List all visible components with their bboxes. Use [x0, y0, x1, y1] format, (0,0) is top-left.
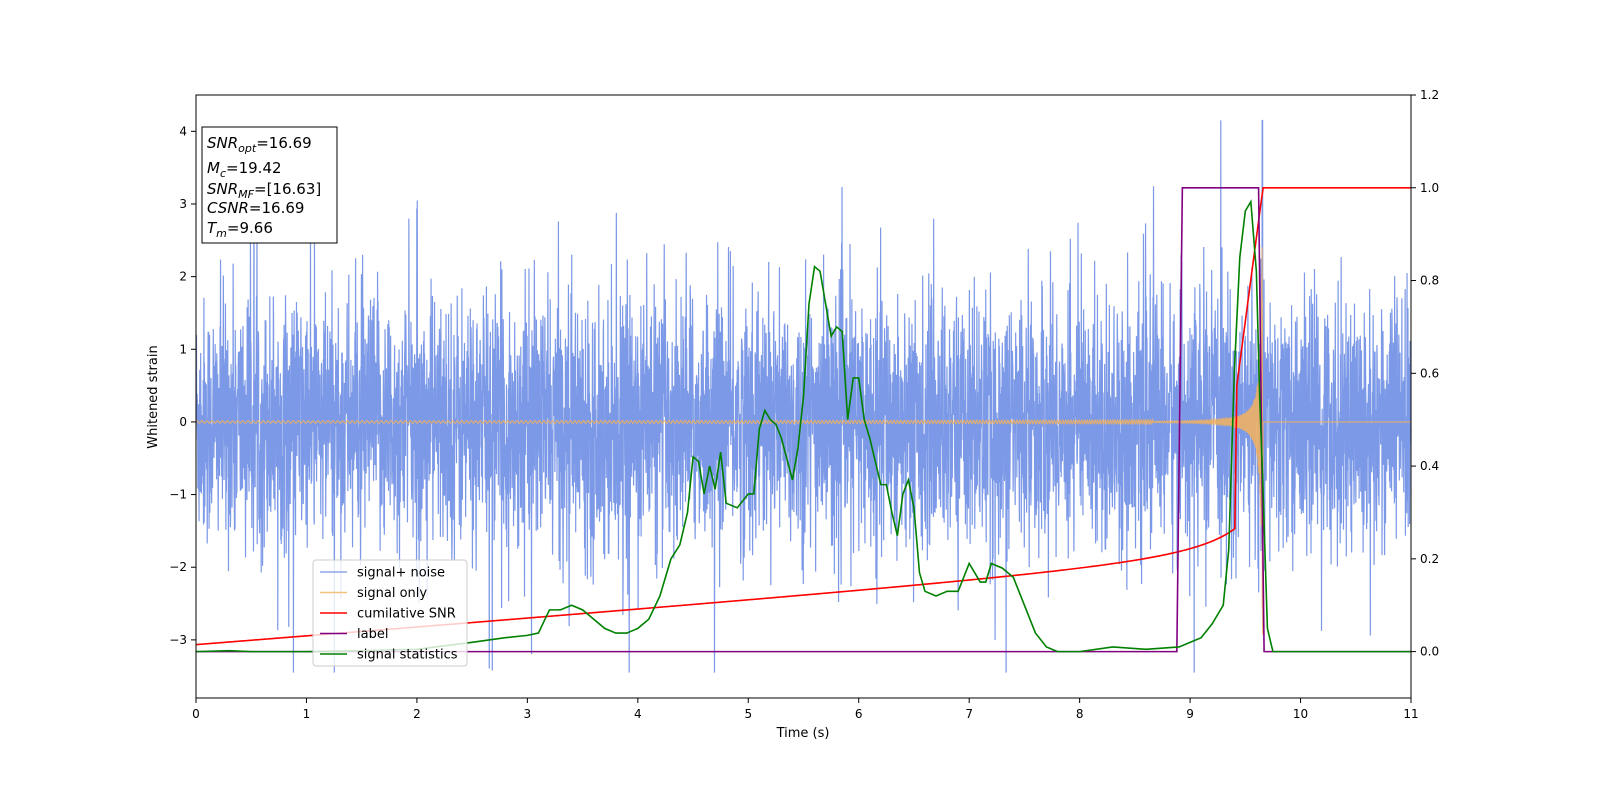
y-tick-label: 2 — [179, 270, 187, 284]
y-axis-left: −3 −2 −1 0 1 2 3 4 — [169, 124, 196, 647]
y-tick-label: −1 — [169, 488, 187, 502]
x-tick-label: 7 — [965, 707, 973, 721]
legend: signal+ noise signal only cumilative SNR la… — [312, 559, 468, 667]
x-tick-label: 9 — [1186, 707, 1194, 721]
x-tick-label: 6 — [855, 707, 863, 721]
y-tick-label: 3 — [179, 197, 187, 211]
y-axis-label: Whitened strain — [146, 345, 161, 448]
y-axis-right: 0.0 0.2 0.4 0.6 0.8 1.0 1.2 — [1411, 88, 1439, 659]
x-tick-label: 10 — [1293, 707, 1308, 721]
legend-entry: cumilative SNR — [357, 607, 456, 622]
legend-frame — [312, 559, 468, 667]
x-tick-label: 4 — [634, 707, 642, 721]
snr-annotation-box: SNRopt=16.69 Mc=19.42SNRMF=[16.63]CSNR=16… — [201, 126, 338, 244]
y2-tick-label: 0.8 — [1420, 274, 1439, 288]
x-tick-label: 1 — [303, 707, 311, 721]
x-tick-label: 11 — [1403, 707, 1418, 721]
x-tick-label: 3 — [524, 707, 532, 721]
x-tick-label: 0 — [192, 707, 200, 721]
y2-tick-label: 0.0 — [1420, 645, 1439, 659]
x-axis: 0 1 2 3 4 5 6 7 8 9 10 11 — [192, 698, 1419, 721]
y-tick-label: 1 — [179, 342, 187, 356]
annotation-line: CSNR=16.69 — [207, 199, 304, 217]
y-tick-label: 0 — [179, 415, 187, 429]
annotation-line: SNRopt=16.69 — [207, 134, 312, 155]
series-signal-statistics — [195, 199, 1411, 653]
y2-tick-label: 1.2 — [1420, 88, 1439, 102]
x-tick-label: 5 — [744, 707, 752, 721]
legend-entry: signal+ noise — [357, 566, 445, 581]
y2-tick-label: 0.4 — [1420, 459, 1439, 473]
axes-frame — [195, 94, 1412, 699]
y2-tick-label: 1.0 — [1420, 181, 1439, 195]
legend-entry: signal only — [357, 586, 427, 601]
legend-entry: signal statistics — [357, 648, 458, 663]
annotation-line: Mc=19.42 — [207, 159, 282, 180]
x-axis-label: Time (s) — [776, 726, 830, 741]
legend-entry: label — [357, 627, 388, 642]
y2-tick-label: 0.6 — [1420, 366, 1439, 380]
series-signal-only — [195, 247, 1411, 635]
annotation-line: Tm=9.66 — [207, 219, 273, 240]
y-tick-label: −3 — [169, 633, 187, 647]
annotation-line: SNRMF=[16.63] — [207, 180, 321, 201]
x-tick-label: 2 — [413, 707, 421, 721]
y2-tick-label: 0.2 — [1420, 552, 1439, 566]
x-tick-label: 8 — [1076, 707, 1084, 721]
y-tick-label: −2 — [169, 560, 187, 574]
annotation-box-frame — [201, 126, 338, 244]
y-tick-label: 4 — [179, 124, 187, 138]
series-signal-noise — [195, 119, 1412, 673]
